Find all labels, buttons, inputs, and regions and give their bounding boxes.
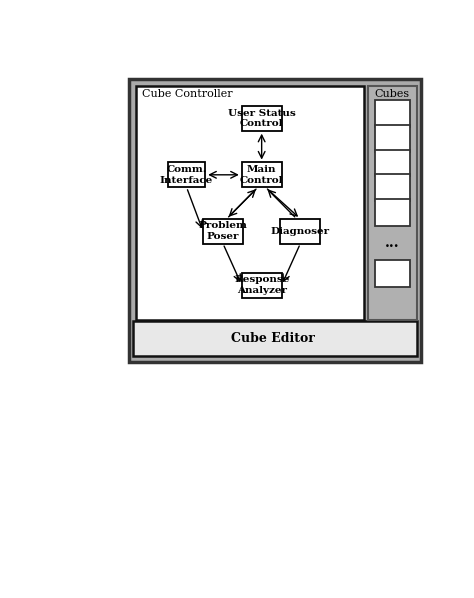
FancyBboxPatch shape — [242, 106, 282, 131]
FancyBboxPatch shape — [129, 79, 421, 362]
Text: Cube Controller: Cube Controller — [142, 89, 233, 99]
FancyBboxPatch shape — [374, 175, 410, 201]
FancyBboxPatch shape — [203, 219, 243, 243]
FancyBboxPatch shape — [374, 125, 410, 152]
FancyBboxPatch shape — [242, 163, 282, 187]
Text: Diagnoser: Diagnoser — [271, 227, 330, 236]
Text: Comm.
Interface: Comm. Interface — [160, 165, 213, 185]
FancyBboxPatch shape — [133, 321, 418, 356]
FancyBboxPatch shape — [242, 273, 282, 298]
FancyBboxPatch shape — [281, 219, 320, 243]
FancyBboxPatch shape — [374, 100, 410, 127]
FancyBboxPatch shape — [374, 260, 410, 287]
Text: Cube Editor: Cube Editor — [231, 332, 315, 345]
FancyBboxPatch shape — [374, 150, 410, 176]
FancyBboxPatch shape — [168, 163, 205, 187]
Text: Problem
Poser: Problem Poser — [199, 221, 247, 241]
Text: Response
Analyzer: Response Analyzer — [234, 276, 289, 295]
FancyBboxPatch shape — [368, 86, 417, 321]
Text: Main
Control: Main Control — [240, 165, 283, 185]
Text: Cubes: Cubes — [374, 89, 410, 99]
FancyBboxPatch shape — [374, 199, 410, 225]
Text: ...: ... — [385, 236, 400, 250]
FancyBboxPatch shape — [137, 86, 364, 321]
Text: User Status
Control: User Status Control — [228, 109, 295, 128]
